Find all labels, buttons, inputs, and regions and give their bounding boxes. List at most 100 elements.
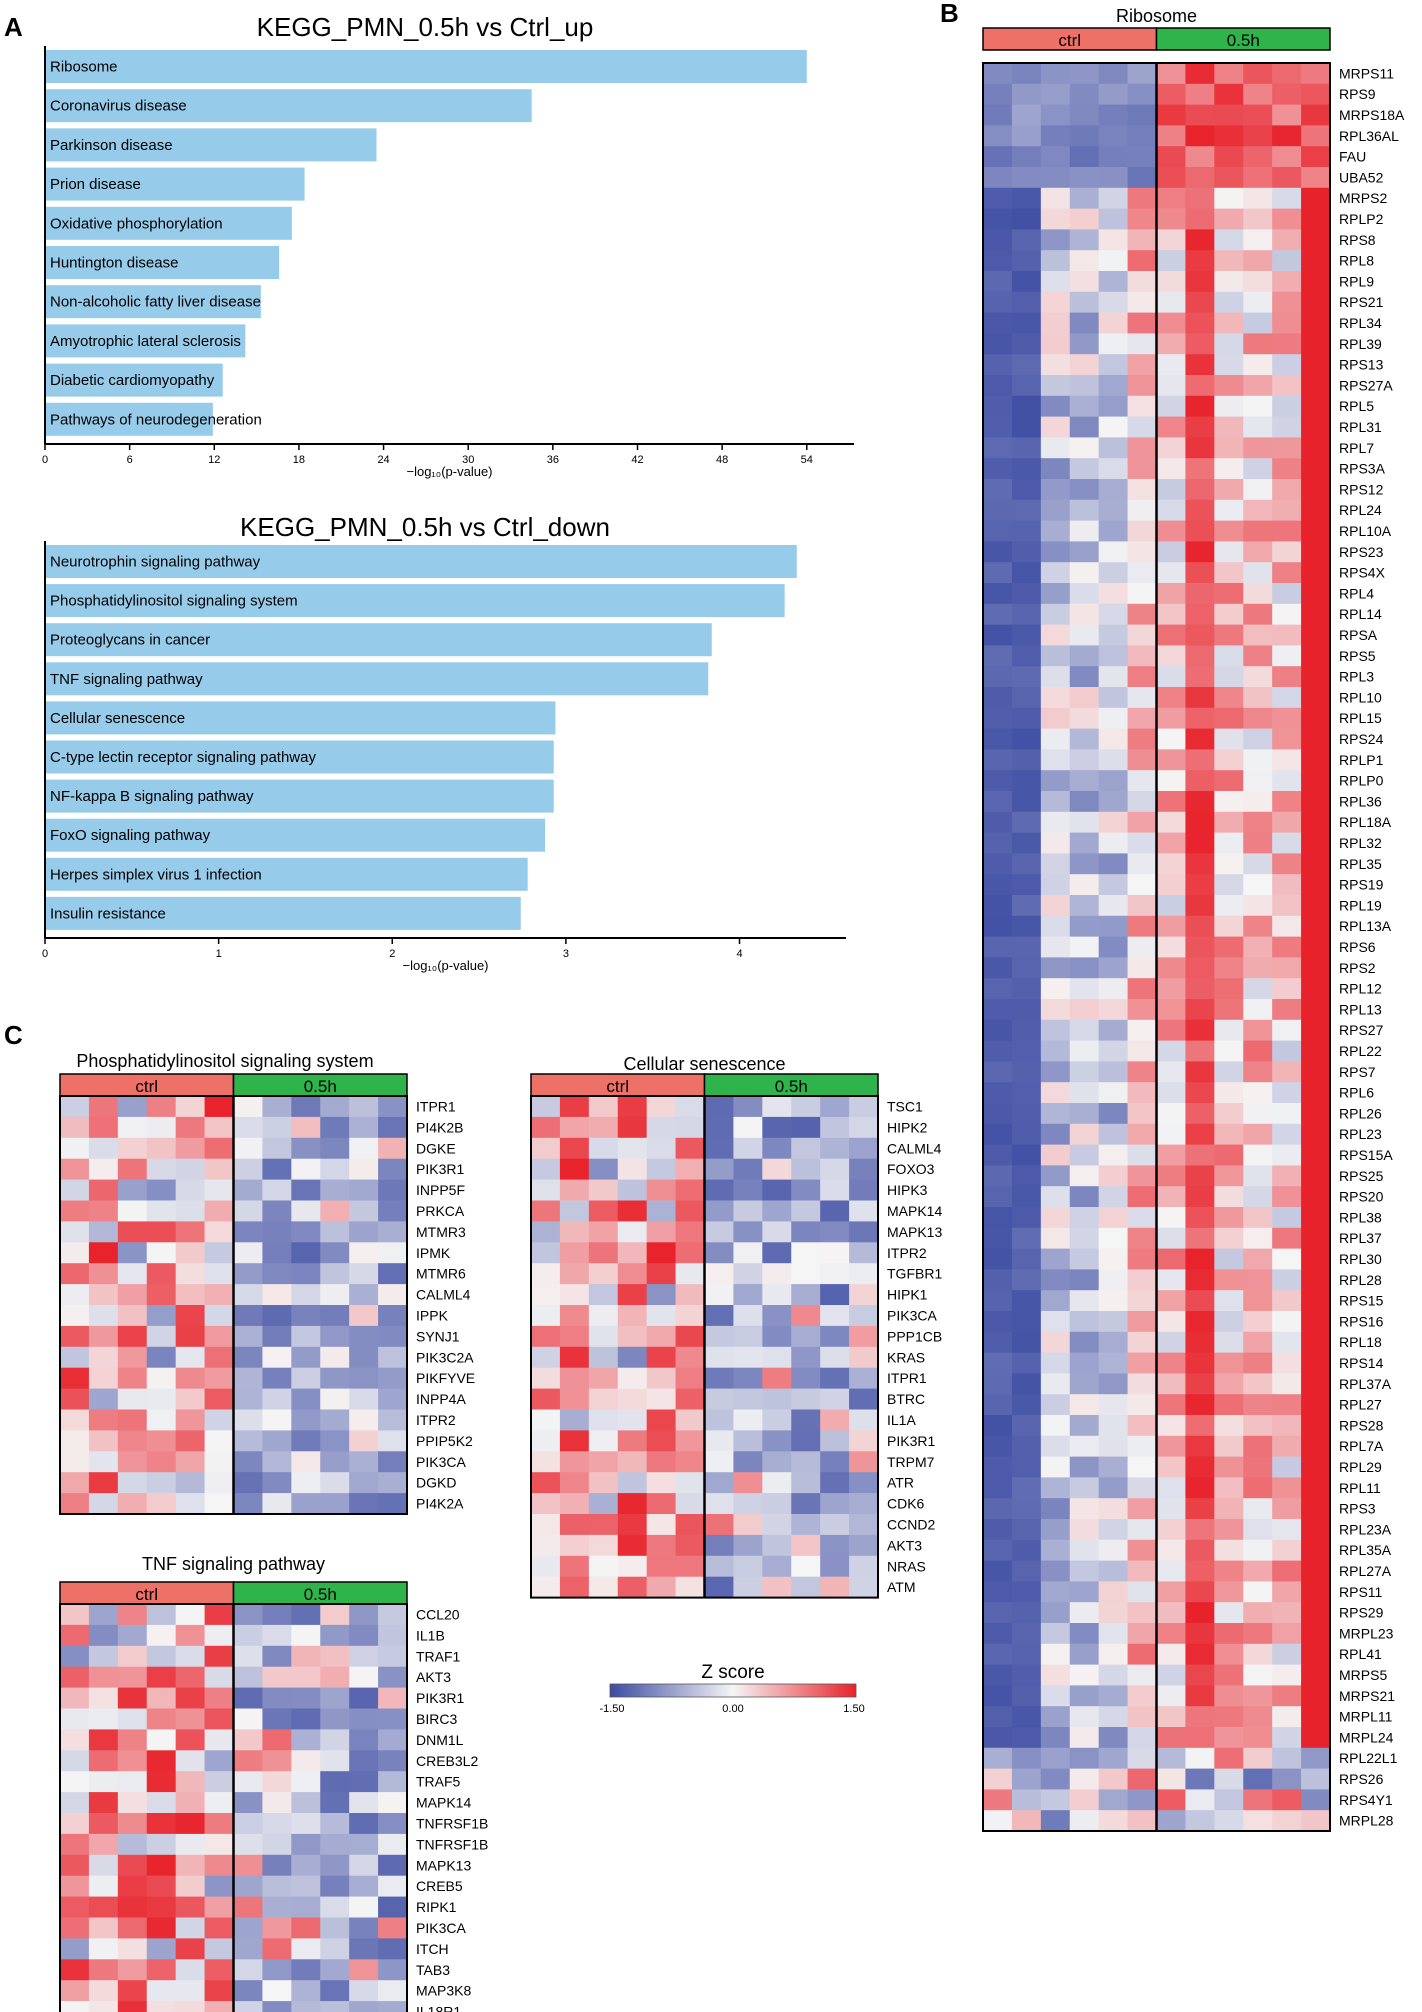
bar (45, 128, 377, 162)
heatmap-cell (983, 437, 1013, 459)
heatmap-cell (1185, 541, 1215, 563)
heatmap-cell (233, 1813, 264, 1835)
heatmap-cell (60, 1325, 90, 1348)
heatmap-cell (1040, 1352, 1071, 1374)
bar-label: Phosphatidylinositol signaling system (50, 593, 298, 610)
heatmap-cell (1185, 187, 1215, 210)
heatmap-cell (675, 1221, 706, 1243)
heatmap-cell (1156, 1435, 1187, 1458)
heatmap-cell (175, 1367, 206, 1390)
gene-label: RPS27 (1339, 1022, 1384, 1038)
heatmap-cell (1214, 1123, 1244, 1146)
bar (45, 896, 521, 930)
heatmap-cell (1156, 999, 1187, 1021)
heatmap-cell (88, 1750, 119, 1772)
heatmap-cell (1098, 146, 1129, 168)
heatmap-cell (349, 1708, 379, 1730)
heatmap-cell (1301, 416, 1331, 438)
heatmap-cell (1011, 583, 1042, 605)
heatmap-cell (1040, 1706, 1071, 1728)
heatmap-cell (1301, 895, 1331, 917)
heatmap-cell (204, 1284, 235, 1306)
gene-label: MRPS2 (1339, 190, 1387, 206)
heatmap-cell (60, 1263, 90, 1285)
heatmap-cell (1272, 936, 1302, 958)
heatmap-cell (1301, 1061, 1331, 1083)
heatmap-cell (291, 1813, 321, 1835)
gene-label: TRPM7 (887, 1454, 935, 1470)
heatmap-cell (675, 1305, 706, 1327)
heatmap-cell (1214, 1727, 1244, 1749)
gene-label: RPL13A (1339, 918, 1392, 934)
heatmap-cell (617, 1409, 648, 1431)
heatmap-cell (117, 1430, 148, 1452)
heatmap-cell (204, 1158, 235, 1181)
panel-label-c: C (4, 1020, 23, 1050)
gene-label: BIRC3 (416, 1711, 457, 1727)
bar (45, 167, 305, 201)
heatmap-cell (1156, 250, 1187, 272)
heatmap-cell (1127, 354, 1158, 376)
heatmap-cell (88, 1729, 119, 1751)
heatmap-cell (559, 1388, 590, 1411)
heatmap-cell (88, 1409, 119, 1431)
heatmap-cell (1272, 645, 1302, 667)
gene-label: RPL36 (1339, 793, 1382, 809)
heatmap-cell (1272, 1227, 1302, 1250)
heatmap-cell (349, 1896, 379, 1919)
colorbar-gradient (609, 1683, 857, 1698)
heatmap-cell (349, 1980, 379, 2002)
heatmap-cell (1185, 1373, 1215, 1395)
heatmap-cell (1156, 1019, 1187, 1042)
heatmap-cell (983, 1435, 1013, 1458)
heatmap-cell (1069, 1311, 1100, 1333)
heatmap-cell (983, 978, 1013, 1000)
heatmap-title: Ribosome (1116, 6, 1197, 26)
heatmap-cell (1214, 687, 1244, 709)
bar (45, 701, 556, 735)
heatmap-cell (1243, 1165, 1273, 1187)
heatmap-cell (233, 1284, 264, 1306)
heatmap-cell (1214, 291, 1244, 314)
heatmap-cell (262, 1451, 292, 1473)
heatmap-cell (1098, 811, 1129, 834)
heatmap-cell (1069, 1810, 1100, 1832)
heatmap-cell (791, 1263, 821, 1285)
heatmap-cell (175, 1116, 206, 1139)
heatmap-cell (88, 1624, 119, 1647)
heatmap-cell (1243, 312, 1273, 334)
gene-label: IPPK (416, 1307, 449, 1323)
heatmap-cell (1069, 146, 1100, 168)
heatmap-cell (1127, 167, 1158, 189)
heatmap-cell (733, 1179, 763, 1202)
heatmap-cell (1011, 687, 1042, 709)
heatmap-cell (983, 770, 1013, 792)
heatmap-cell (1156, 1352, 1187, 1374)
heatmap-cell (675, 1137, 706, 1160)
heatmap-cell (1069, 1477, 1100, 1499)
heatmap-cell (60, 1666, 90, 1689)
heatmap-cell (233, 1771, 264, 1793)
heatmap-cell (1127, 125, 1158, 147)
heatmap-cell (349, 1875, 379, 1898)
heatmap-cell (1069, 520, 1100, 542)
heatmap-cell (117, 1917, 148, 1939)
heatmap-cell (320, 1388, 350, 1411)
heatmap-cell (1069, 1061, 1100, 1083)
heatmap-cell (1156, 520, 1187, 542)
heatmap-cell (146, 1645, 177, 1668)
heatmap-cell (1011, 458, 1042, 480)
heatmap-cell (1272, 624, 1302, 646)
heatmap-cell (60, 1854, 90, 1877)
heatmap-cell (88, 1813, 119, 1835)
heatmap-cell (1040, 1477, 1071, 1499)
heatmap-cell (1011, 1643, 1042, 1666)
heatmap-cell (1272, 666, 1302, 688)
heatmap-cell (1098, 520, 1129, 542)
heatmap-cell (117, 1242, 148, 1264)
heatmap-cell (820, 1242, 850, 1264)
heatmap-cell (559, 1493, 590, 1515)
heatmap-cell (378, 1409, 408, 1431)
heatmap-title: TNF signaling pathway (142, 1554, 325, 1574)
heatmap-cell (175, 1938, 206, 1960)
